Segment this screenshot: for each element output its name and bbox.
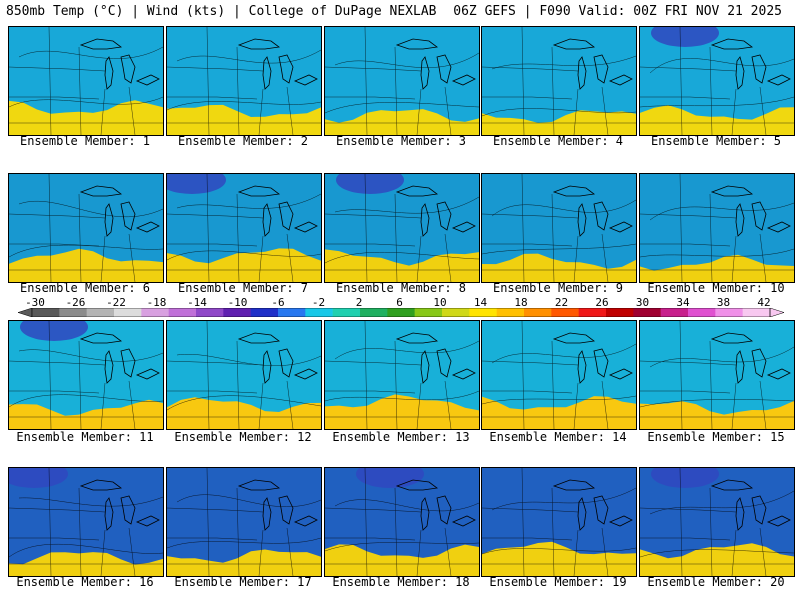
ensemble-member-map-1[interactable] <box>8 26 164 136</box>
colorbar-tick-label: 34 <box>676 296 690 309</box>
valid-time: 06Z GEFS | F090 Valid: 00Z FRI NOV 21 20… <box>453 4 782 19</box>
ensemble-member-label-15: Ensemble Member: 15 <box>647 430 785 444</box>
ensemble-member-map-20[interactable] <box>639 467 795 577</box>
colorbar-tick-label: 6 <box>396 296 403 309</box>
colorbar-bin <box>633 308 661 317</box>
ensemble-member-label-11: Ensemble Member: 11 <box>16 430 154 444</box>
colorbar-bin <box>524 308 552 317</box>
colorbar-bin <box>141 308 169 317</box>
colorbar-bin <box>223 308 251 317</box>
colorbar-tick-label: 2 <box>355 296 363 309</box>
ensemble-member-label-5: Ensemble Member: 5 <box>650 134 782 148</box>
colorbar-left-arrow <box>18 308 33 317</box>
ensemble-member-label-12: Ensemble Member: 12 <box>174 430 312 444</box>
colorbar-bin <box>196 308 224 317</box>
colorbar-bin <box>305 308 333 317</box>
colorbar-tick-label: 38 <box>716 296 731 309</box>
ensemble-member-label-14: Ensemble Member: 14 <box>489 430 627 444</box>
ensemble-member-map-12[interactable] <box>166 320 322 430</box>
ensemble-member-label-3: Ensemble Member: 3 <box>335 134 467 148</box>
colorbar-bin <box>496 308 525 317</box>
ensemble-member-map-6[interactable] <box>8 173 164 283</box>
colorbar-bin <box>660 308 689 317</box>
ensemble-member-map-3[interactable] <box>324 26 480 136</box>
colorbar-bin <box>688 308 716 317</box>
colorbar-bin <box>578 308 607 317</box>
colorbar-tick-label: 10 <box>433 296 447 309</box>
ensemble-member-map-15[interactable] <box>639 320 795 430</box>
colorbar-right-arrow <box>769 308 784 317</box>
ensemble-member-map-2[interactable] <box>166 26 322 136</box>
temperature-colorbar <box>18 308 784 317</box>
colorbar-bin <box>168 308 197 317</box>
ensemble-member-map-13[interactable] <box>324 320 480 430</box>
colorbar-bin <box>551 308 579 317</box>
ensemble-member-map-4[interactable] <box>481 26 637 136</box>
colorbar-bin <box>414 308 443 317</box>
colorbar-bin <box>278 308 306 317</box>
colorbar-bin <box>606 308 634 317</box>
colorbar-tick-label: -10 <box>227 296 248 309</box>
ensemble-member-label-13: Ensemble Member: 13 <box>332 430 470 444</box>
ensemble-member-map-18[interactable] <box>324 467 480 577</box>
colorbar-tick-label: 42 <box>757 296 771 309</box>
ensemble-member-map-16[interactable] <box>8 467 164 577</box>
ensemble-member-label-4: Ensemble Member: 4 <box>492 134 624 148</box>
colorbar-bin <box>387 308 415 317</box>
colorbar-tick-label: 26 <box>595 296 609 309</box>
colorbar-bin <box>32 308 60 317</box>
ensemble-member-map-10[interactable] <box>639 173 795 283</box>
colorbar-tick-label: -6 <box>271 296 285 309</box>
colorbar-tick-label: -14 <box>187 296 207 309</box>
ensemble-member-label-17: Ensemble Member: 17 <box>174 575 312 589</box>
ensemble-member-map-8[interactable] <box>324 173 480 283</box>
colorbar-bin <box>360 308 388 317</box>
ensemble-member-map-19[interactable] <box>481 467 637 577</box>
colorbar-bin <box>442 308 470 317</box>
colorbar-bin <box>715 308 743 317</box>
ensemble-member-label-19: Ensemble Member: 19 <box>489 575 627 589</box>
ensemble-member-map-17[interactable] <box>166 467 322 577</box>
colorbar-tick-label: -26 <box>65 296 86 309</box>
ensemble-member-label-18: Ensemble Member: 18 <box>332 575 470 589</box>
colorbar-bin <box>332 308 361 317</box>
colorbar-bin <box>250 308 279 317</box>
colorbar-tick-label: 14 <box>473 296 488 309</box>
ensemble-member-label-7: Ensemble Member: 7 <box>177 281 309 295</box>
colorbar-bin <box>742 308 771 317</box>
colorbar-tick-label: -2 <box>311 296 326 309</box>
ensemble-member-map-11[interactable] <box>8 320 164 430</box>
ensemble-member-label-20: Ensemble Member: 20 <box>647 575 785 589</box>
ensemble-member-label-8: Ensemble Member: 8 <box>335 281 467 295</box>
ensemble-member-label-16: Ensemble Member: 16 <box>16 575 154 589</box>
ensemble-member-label-10: Ensemble Member: 10 <box>647 281 785 295</box>
colorbar-bin <box>469 308 497 317</box>
ensemble-member-map-9[interactable] <box>481 173 637 283</box>
colorbar-tick-label: -18 <box>146 296 167 309</box>
colorbar-bin <box>86 308 115 317</box>
ensemble-member-label-2: Ensemble Member: 2 <box>177 134 309 148</box>
colorbar-bin <box>114 308 142 317</box>
colorbar-tick-label: 30 <box>635 296 650 309</box>
colorbar-tick-label: -22 <box>106 296 126 309</box>
ensemble-member-map-14[interactable] <box>481 320 637 430</box>
ensemble-member-map-5[interactable] <box>639 26 795 136</box>
ensemble-member-map-7[interactable] <box>166 173 322 283</box>
colorbar-tick-label: -30 <box>25 296 45 309</box>
map-title: 850mb Temp (°C) | Wind (kts) | College o… <box>6 4 437 19</box>
ensemble-member-label-6: Ensemble Member: 6 <box>19 281 151 295</box>
colorbar-tick-label: 22 <box>554 296 569 309</box>
ensemble-member-label-9: Ensemble Member: 9 <box>492 281 624 295</box>
ensemble-member-label-1: Ensemble Member: 1 <box>19 134 151 148</box>
colorbar-bin <box>59 308 87 317</box>
colorbar-tick-label: 18 <box>514 296 528 309</box>
